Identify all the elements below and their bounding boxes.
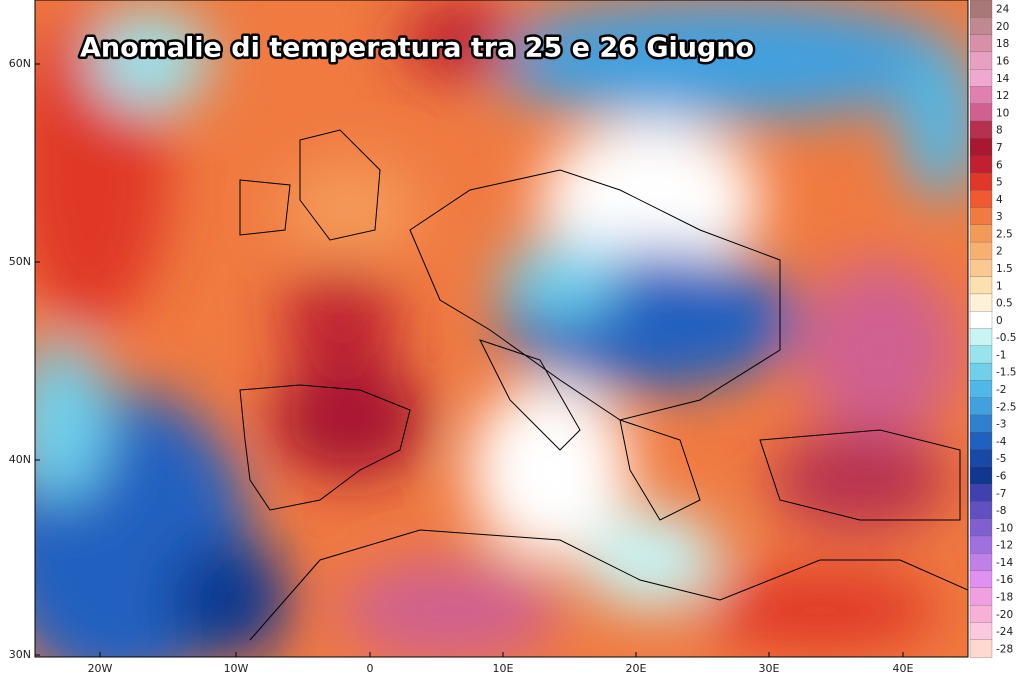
colorbar-label: 0.5: [996, 298, 1013, 310]
colorbar-label: -16: [996, 574, 1013, 586]
colorbar-swatch: [969, 501, 993, 520]
colorbar-label: -12: [996, 540, 1013, 552]
colorbar-swatch: [969, 259, 993, 278]
colorbar-label: -28: [996, 643, 1013, 655]
colorbar-swatch: [969, 466, 993, 485]
lat-label: 30N: [9, 648, 31, 661]
colorbar-swatch: [969, 604, 993, 624]
lat-label: 50N: [9, 255, 31, 268]
colorbar-swatch: [969, 639, 993, 658]
colorbar-swatch: [969, 553, 993, 572]
colorbar-swatch: [969, 587, 993, 606]
colorbar-label: 2: [996, 246, 1003, 258]
colorbar-swatch: [969, 328, 993, 347]
lat-labels: 60N 50N 40N 30N: [9, 57, 40, 661]
colorbar-swatch: [969, 224, 993, 243]
colorbar-swatch: [969, 86, 993, 105]
lon-label: 10W: [224, 662, 249, 675]
colorbar-label: 5: [996, 177, 1003, 189]
colorbar-label: -0.5: [996, 332, 1017, 344]
colorbar: 24 20 18 16 14 12 10 8 7 6 5 4 3 2.5 2 1.5 1 0.5 0 -0.5 -1 -1…: [969, 0, 1017, 658]
colorbar-label: -10: [996, 522, 1013, 534]
colorbar-swatch: [969, 345, 993, 364]
colorbar-label: 16: [996, 56, 1010, 68]
colorbar-swatch: [969, 276, 993, 295]
colorbar-label: -7: [996, 488, 1006, 500]
colorbar-swatch: [969, 120, 993, 139]
colorbar-label: 10: [996, 107, 1009, 119]
colorbar-label: -1: [996, 349, 1006, 361]
colorbar-label: 18: [996, 38, 1009, 50]
lon-label: 30E: [759, 662, 780, 675]
colorbar-label: 3: [996, 211, 1003, 223]
map-title: Anomalie di temperatura tra 25 e 26 Giug…: [80, 33, 754, 64]
colorbar-label: -1.5: [996, 367, 1017, 379]
colorbar-swatch: [969, 449, 993, 468]
colorbar-label: -14: [996, 557, 1013, 569]
colorbar-swatch: [969, 293, 993, 312]
colorbar-swatch: [969, 207, 993, 226]
colorbar-label: 1.5: [996, 263, 1013, 275]
colorbar-label: 1: [996, 280, 1003, 292]
lon-label: 0: [367, 662, 374, 675]
colorbar-label: -5: [996, 453, 1006, 465]
lon-labels: 20W 10W 0 10E 20E 30E 40E: [88, 652, 914, 675]
lat-label: 60N: [9, 57, 31, 70]
colorbar-label: -4: [996, 436, 1007, 448]
colorbar-swatch: [969, 0, 993, 18]
colorbar-swatch: [969, 397, 993, 416]
colorbar-label: 0: [996, 315, 1003, 327]
colorbar-label: 7: [996, 142, 1003, 154]
map-frame: [34, 0, 969, 658]
colorbar-label: -18: [996, 591, 1013, 603]
lon-label: 40E: [893, 662, 914, 675]
colorbar-swatch: [969, 483, 993, 503]
lon-label: 10E: [493, 662, 514, 675]
colorbar-swatch: [969, 311, 993, 330]
colorbar-swatch: [969, 622, 993, 641]
colorbar-swatch: [969, 570, 993, 589]
colorbar-label: -2.5: [996, 401, 1017, 413]
colorbar-swatch: [969, 241, 993, 260]
colorbar-swatch: [969, 155, 993, 174]
colorbar-label: -24: [996, 626, 1013, 638]
colorbar-label: 2.5: [996, 228, 1013, 240]
colorbar-label: 14: [996, 73, 1010, 85]
anomaly-field: [35, 0, 968, 657]
colorbar-swatch: [969, 414, 993, 433]
colorbar-label: -20: [996, 609, 1013, 621]
colorbar-swatch: [969, 138, 993, 157]
colorbar-swatch: [969, 362, 993, 382]
colorbar-label: 6: [996, 159, 1003, 171]
colorbar-swatch: [969, 190, 993, 209]
colorbar-label: 24: [996, 4, 1010, 16]
colorbar-swatch: [969, 34, 993, 53]
colorbar-label: -3: [996, 419, 1006, 431]
colorbar-swatch: [969, 380, 993, 399]
colorbar-label: -2: [996, 384, 1006, 396]
colorbar-swatch: [969, 17, 993, 36]
lon-label: 20E: [626, 662, 647, 675]
colorbar-swatch: [969, 51, 993, 70]
colorbar-label: 20: [996, 21, 1009, 33]
lat-label: 40N: [9, 453, 31, 466]
colorbar-label: -8: [996, 505, 1006, 517]
colorbar-swatch: [969, 535, 993, 554]
colorbar-label: -6: [996, 470, 1007, 482]
colorbar-label: 12: [996, 90, 1009, 102]
colorbar-swatch: [969, 103, 993, 122]
colorbar-label: 4: [996, 194, 1003, 206]
colorbar-swatch: [969, 518, 993, 537]
colorbar-swatch: [969, 69, 993, 88]
colorbar-swatch: [969, 432, 993, 451]
lon-label: 20W: [88, 662, 113, 675]
colorbar-swatch: [969, 172, 993, 191]
colorbar-label: 8: [996, 125, 1003, 137]
